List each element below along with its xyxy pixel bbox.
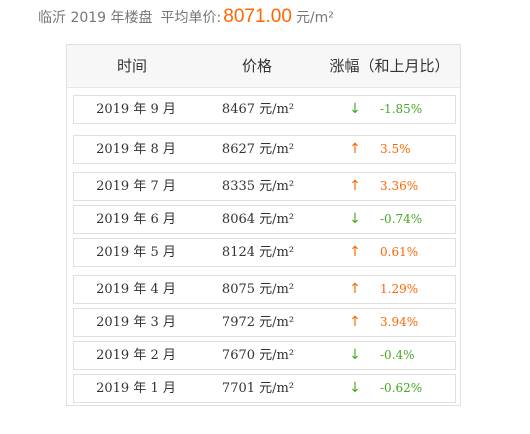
row-price: 7670 元/m² [221, 348, 295, 363]
row-time: 2019 年 4 月 [96, 282, 176, 297]
table-row: 2019 年 8 月 8627 元/m² ↑ 3.5% [73, 135, 456, 164]
row-change-value: 1.29% [380, 282, 419, 296]
table-row: 2019 年 3 月 7972 元/m² ↑ 3.94% [73, 308, 456, 337]
row-time: 2019 年 5 月 [96, 245, 176, 260]
row-time: 2019 年 3 月 [96, 315, 176, 330]
row-change: ↑ 3.5% [318, 136, 455, 163]
row-change: ↑ 3.94% [318, 309, 455, 336]
column-header-change: 涨幅（和上月比） [329, 57, 450, 75]
table-row: 2019 年 7 月 8335 元/m² ↑ 3.36% [73, 172, 456, 201]
row-price: 7701 元/m² [221, 381, 295, 396]
arrow-up-icon: ↑ [349, 178, 361, 194]
row-change-value: -0.62% [380, 381, 423, 395]
row-time: 2019 年 1 月 [96, 381, 176, 396]
row-time: 2019 年 9 月 [96, 102, 176, 117]
column-header-time: 时间 [116, 57, 147, 75]
arrow-down-icon: ↓ [349, 101, 361, 117]
table-row: 2019 年 9 月 8467 元/m² ↓ -1.85% [73, 95, 456, 124]
row-time: 2019 年 2 月 [96, 348, 176, 363]
arrow-down-icon: ↓ [349, 347, 361, 363]
row-change-value: 0.61% [380, 245, 419, 259]
row-change-value: -0.74% [380, 212, 423, 226]
table-row: 2019 年 6 月 8064 元/m² ↓ -0.74% [73, 205, 456, 234]
arrow-down-icon: ↓ [349, 211, 361, 227]
row-change: ↑ 1.29% [318, 276, 455, 303]
row-change-value: 3.36% [380, 179, 419, 193]
arrow-up-icon: ↑ [349, 141, 361, 157]
row-price: 8627 元/m² [221, 142, 295, 157]
city-year-label: 临沂 2019 年楼盘 [38, 10, 153, 26]
arrow-up-icon: ↑ [349, 281, 361, 297]
row-change: ↓ -1.85% [318, 96, 455, 123]
row-time: 2019 年 8 月 [96, 142, 176, 157]
row-price: 8467 元/m² [221, 102, 295, 117]
table-row: 2019 年 1 月 7701 元/m² ↓ -0.62% [73, 374, 456, 403]
row-change: ↓ -0.74% [318, 206, 455, 233]
row-time: 2019 年 6 月 [96, 212, 176, 227]
price-history-table: 时间 价格 涨幅（和上月比） 2019 年 9 月 8467 元/m² ↓ -1… [66, 44, 461, 406]
row-change: ↑ 0.61% [318, 239, 455, 266]
arrow-up-icon: ↑ [349, 314, 361, 330]
row-time: 2019 年 7 月 [96, 179, 176, 194]
row-change-value: 3.5% [380, 142, 411, 156]
average-price-label: 平均单价: [160, 10, 222, 26]
row-price: 8124 元/m² [221, 245, 295, 260]
average-price-value: 8071.00 [223, 6, 292, 27]
row-price: 7972 元/m² [221, 315, 295, 330]
page-header: 临沂 2019 年楼盘 平均单价: 8071.00 元/m² [38, 6, 334, 32]
row-change-value: -0.4% [380, 348, 415, 362]
table-row: 2019 年 4 月 8075 元/m² ↑ 1.29% [73, 275, 456, 304]
average-price-unit: 元/m² [295, 10, 334, 26]
row-change: ↓ -0.4% [318, 342, 455, 369]
row-price: 8064 元/m² [221, 212, 295, 227]
row-change: ↓ -0.62% [318, 375, 455, 402]
row-price: 8335 元/m² [221, 179, 295, 194]
column-header-price: 价格 [241, 57, 272, 75]
row-change-value: 3.94% [380, 315, 419, 329]
table-row: 2019 年 2 月 7670 元/m² ↓ -0.4% [73, 341, 456, 370]
row-price: 8075 元/m² [221, 282, 295, 297]
row-change: ↑ 3.36% [318, 173, 455, 200]
arrow-up-icon: ↑ [349, 244, 361, 260]
arrow-down-icon: ↓ [349, 380, 361, 396]
table-header: 时间 价格 涨幅（和上月比） [67, 45, 460, 88]
table-row: 2019 年 5 月 8124 元/m² ↑ 0.61% [73, 238, 456, 267]
row-change-value: -1.85% [380, 102, 423, 116]
